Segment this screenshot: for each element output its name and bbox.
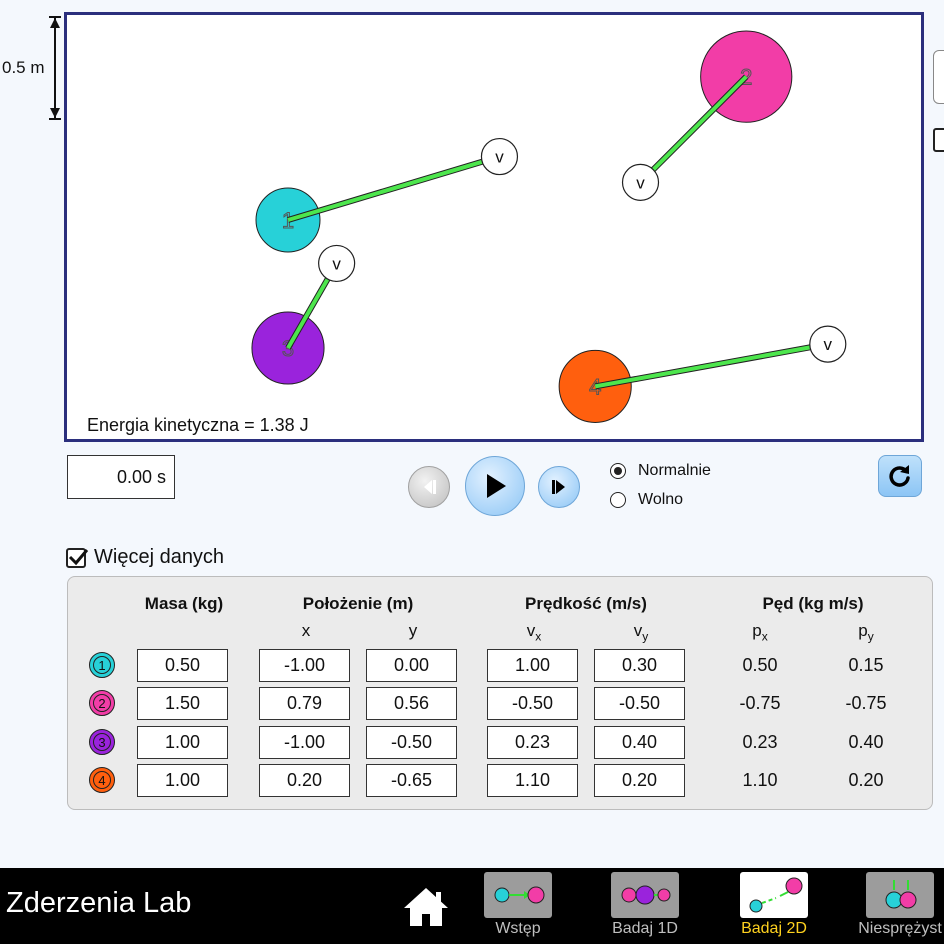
nav-tab-explore-2d[interactable]: Badaj 2D (729, 870, 819, 944)
y-input[interactable]: -0.65 (366, 764, 457, 797)
velocity-handle-2[interactable] (621, 163, 660, 201)
velocity-arrow-4[interactable] (594, 338, 829, 390)
momentum-header: Pęd (kg m/s) (762, 594, 864, 613)
reset-button[interactable] (878, 455, 922, 497)
px-subheader: px (752, 621, 768, 644)
py-value: -0.75 (845, 693, 887, 713)
balls-layer[interactable]: 1234vvvv (67, 15, 921, 439)
home-icon (404, 888, 448, 926)
speed-normal-radio[interactable]: Normalnie (610, 462, 711, 480)
mass-header: Masa (kg) (144, 594, 224, 613)
y-input[interactable]: 0.56 (366, 687, 457, 720)
py-value: 0.40 (848, 732, 884, 752)
play-area[interactable]: 1234vvvv Energia kinetyczna = 1.38 J (64, 12, 924, 442)
px-value: 0.50 (742, 655, 778, 675)
nav-tab-explore-1d-label: Badaj 1D (612, 920, 678, 937)
ball-badge-icon: 3 (89, 729, 115, 755)
y-input[interactable]: 0.00 (366, 649, 457, 682)
velocity-handle-3[interactable] (318, 244, 356, 283)
ball-1-label: 1 (282, 208, 294, 233)
vx-subheader: vx (526, 621, 542, 644)
ball-badge-icon: 1 (89, 652, 115, 678)
x-subheader: x (301, 621, 311, 640)
speed-slow-radio[interactable]: Wolno (610, 491, 683, 509)
scale-label: 0.5 m (2, 58, 45, 77)
y-input[interactable]: -0.50 (366, 726, 457, 759)
explore-1d-thumbnail-icon (611, 872, 679, 918)
nav-tab-explore-1d[interactable]: Badaj 1D (600, 870, 690, 944)
x-input[interactable]: -1.00 (259, 726, 350, 759)
scale-bar-icon (49, 16, 61, 120)
py-value: 0.20 (848, 770, 884, 790)
py-subheader: py (858, 621, 874, 644)
py-value: 0.15 (848, 655, 884, 675)
step-forward-button[interactable] (538, 466, 580, 508)
explore-2d-thumbnail-icon (740, 872, 808, 918)
intro-thumbnail-icon (484, 872, 552, 918)
play-icon (487, 474, 506, 498)
velocity-handle-label: v (495, 148, 504, 167)
vy-subheader: vy (633, 621, 649, 644)
position-header: Położenie (m) (302, 594, 414, 613)
step-back-button[interactable] (408, 466, 450, 508)
velocity-handle-1[interactable] (480, 137, 519, 176)
px-value: 1.10 (742, 770, 778, 790)
px-value: -0.75 (739, 693, 781, 713)
velocity-handle-label: v (824, 335, 833, 354)
more-data-toggle[interactable]: Więcej danych (66, 546, 224, 569)
ball-4-label: 4 (589, 374, 601, 399)
x-input[interactable]: -1.00 (259, 649, 350, 682)
vy-input[interactable]: 0.40 (594, 726, 685, 759)
velocity-arrow-2[interactable] (639, 74, 749, 184)
side-checkbox[interactable] (933, 128, 944, 152)
speed-slow-label: Wolno (638, 491, 684, 508)
ball-badge-icon: 4 (89, 767, 115, 793)
mass-input[interactable]: 0.50 (137, 649, 228, 682)
y-subheader: y (408, 621, 418, 640)
step-forward-icon (552, 480, 565, 494)
radio-empty-icon[interactable] (610, 492, 626, 508)
home-button[interactable] (400, 884, 452, 930)
nav-tab-explore-2d-label: Badaj 2D (741, 920, 807, 937)
vx-input[interactable]: 1.10 (487, 764, 578, 797)
velocity-arrow-1[interactable] (287, 152, 501, 223)
x-input[interactable]: 0.79 (259, 687, 350, 720)
side-panel-box[interactable] (933, 50, 944, 104)
nav-tab-inelastic[interactable]: Niesprężyst (855, 870, 944, 944)
play-button[interactable] (465, 456, 525, 516)
mass-input[interactable]: 1.00 (137, 764, 228, 797)
mass-input[interactable]: 1.50 (137, 687, 228, 720)
nav-tab-intro-label: Wstęp (495, 920, 541, 937)
velocity-handle-label: v (636, 173, 645, 192)
app-title: Zderzenia Lab (6, 887, 192, 919)
vx-input[interactable]: 0.23 (487, 726, 578, 759)
x-input[interactable]: 0.20 (259, 764, 350, 797)
vy-input[interactable]: -0.50 (594, 687, 685, 720)
vy-input[interactable]: 0.30 (594, 649, 685, 682)
step-back-icon (424, 480, 436, 494)
nav-tab-inelastic-label: Niesprężyst (858, 920, 942, 937)
nav-tab-intro[interactable]: Wstęp (473, 870, 563, 944)
ball-badge-icon: 2 (89, 690, 115, 716)
radio-selected-icon[interactable] (610, 463, 626, 479)
inelastic-thumbnail-icon (866, 872, 934, 918)
vx-input[interactable]: 1.00 (487, 649, 578, 682)
checkbox-checked-icon[interactable] (66, 547, 89, 568)
more-data-label: Więcej danych (94, 546, 225, 568)
mass-input[interactable]: 1.00 (137, 726, 228, 759)
kinetic-energy-text: Energia kinetyczna = 1.38 J (87, 415, 309, 435)
velocity-header: Prędkość (m/s) (525, 594, 647, 613)
data-table-panel: Masa (kg) Położenie (m) Prędkość (m/s) P… (67, 576, 933, 810)
velocity-handle-4[interactable] (809, 325, 847, 363)
px-value: 0.23 (742, 732, 778, 752)
time-readout: 0.00 s (67, 455, 175, 499)
reset-icon (889, 465, 910, 487)
vx-input[interactable]: -0.50 (487, 687, 578, 720)
vy-input[interactable]: 0.20 (594, 764, 685, 797)
speed-normal-label: Normalnie (638, 462, 711, 479)
velocity-handle-label: v (332, 254, 341, 273)
